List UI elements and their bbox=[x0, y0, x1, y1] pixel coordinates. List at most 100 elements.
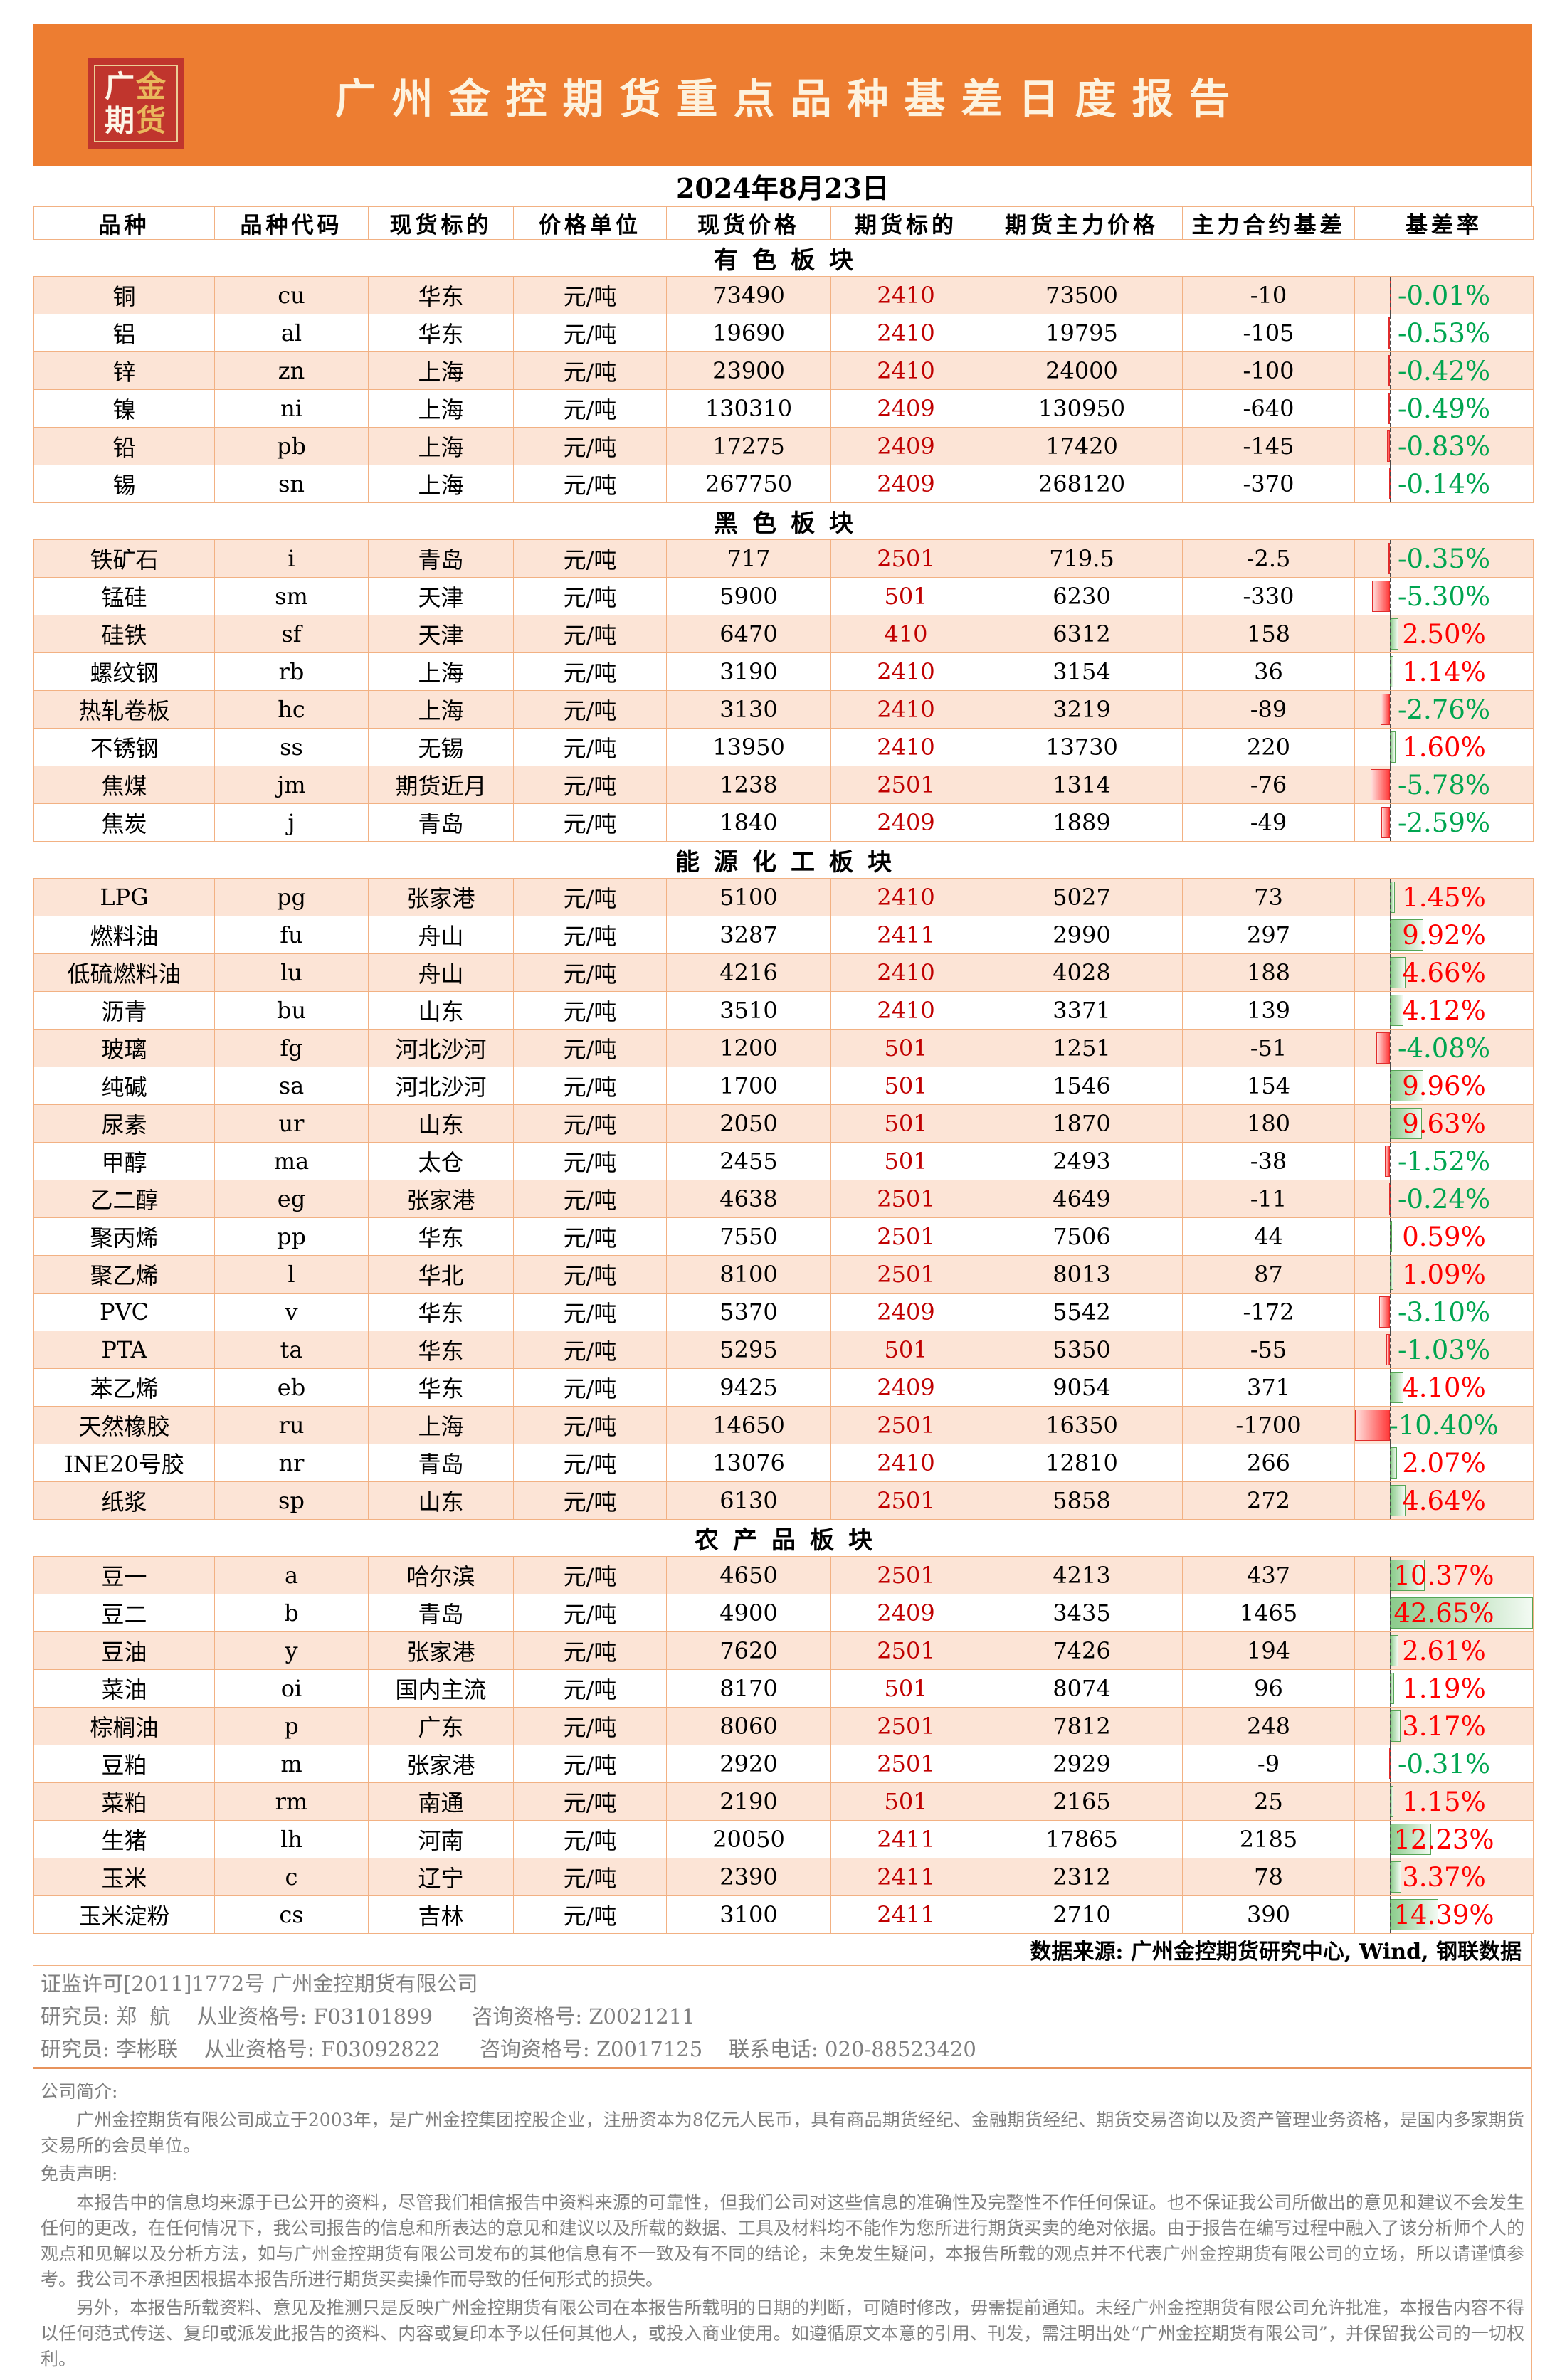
code-cell: sp bbox=[214, 1481, 369, 1520]
commodity-row-sf: 硅铁 sf 天津 元/吨 6470 410 6312 158 2.50% bbox=[33, 615, 1534, 653]
price-unit-cell: 元/吨 bbox=[513, 1669, 667, 1708]
databar-axis-line bbox=[1390, 1407, 1391, 1444]
basis-rate-value: 14.39% bbox=[1393, 1899, 1494, 1930]
basis-rate-cell: -0.53% bbox=[1354, 314, 1534, 352]
variety-cell: 纯碱 bbox=[33, 1067, 215, 1105]
spot-price-cell: 5370 bbox=[666, 1293, 831, 1331]
spot-price-cell: 2455 bbox=[666, 1142, 831, 1180]
price-unit-cell: 元/吨 bbox=[513, 539, 667, 578]
basis-cell: 158 bbox=[1182, 615, 1355, 653]
basis-rate-databar bbox=[1390, 1710, 1401, 1742]
futures-contract-cell: 501 bbox=[830, 1669, 981, 1708]
basis-rate-value: -2.59% bbox=[1397, 807, 1491, 838]
basis-rate-databar bbox=[1390, 1070, 1423, 1101]
futures-price-cell: 2929 bbox=[981, 1745, 1183, 1783]
futures-price-cell: 3435 bbox=[981, 1594, 1183, 1632]
price-unit-cell: 元/吨 bbox=[513, 1556, 667, 1594]
variety-cell: 铜 bbox=[33, 276, 215, 314]
code-cell: rb bbox=[214, 652, 369, 691]
databar-axis-line bbox=[1390, 729, 1391, 766]
spot-target-cell: 上海 bbox=[368, 1406, 514, 1444]
spot-price-cell: 7620 bbox=[666, 1631, 831, 1670]
futures-price-cell: 16350 bbox=[981, 1406, 1183, 1444]
futures-contract-cell: 2501 bbox=[830, 539, 981, 578]
price-unit-cell: 元/吨 bbox=[513, 916, 667, 954]
price-unit-cell: 元/吨 bbox=[513, 465, 667, 503]
spot-price-cell: 1700 bbox=[666, 1067, 831, 1105]
basis-rate-databar bbox=[1390, 1597, 1533, 1629]
column-header-4: 现货价格 bbox=[666, 206, 831, 240]
spot-target-cell: 青岛 bbox=[368, 539, 514, 578]
basis-rate-cell: 0.59% bbox=[1354, 1217, 1534, 1256]
basis-cell: 36 bbox=[1182, 652, 1355, 691]
spot-target-cell: 辽宁 bbox=[368, 1858, 514, 1896]
code-cell: nr bbox=[214, 1444, 369, 1482]
futures-contract-cell: 2409 bbox=[830, 1293, 981, 1331]
basis-rate-value: -0.14% bbox=[1397, 468, 1491, 499]
commodity-row-sp: 纸浆 sp 山东 元/吨 6130 2501 5858 272 4.64% bbox=[33, 1481, 1534, 1520]
basis-rate-cell: 4.12% bbox=[1354, 991, 1534, 1030]
futures-price-cell: 7812 bbox=[981, 1707, 1183, 1745]
basis-rate-databar bbox=[1390, 1861, 1401, 1893]
futures-price-cell: 7506 bbox=[981, 1217, 1183, 1256]
basis-rate-databar bbox=[1390, 1899, 1438, 1930]
spot-target-cell: 上海 bbox=[368, 465, 514, 503]
variety-cell: INE20号胶 bbox=[33, 1444, 215, 1482]
futures-contract-cell: 2410 bbox=[830, 652, 981, 691]
footer-divider-line bbox=[33, 2067, 1531, 2069]
spot-price-cell: 267750 bbox=[666, 465, 831, 503]
basis-rate-value: -1.52% bbox=[1397, 1146, 1491, 1177]
basis-rate-cell: -1.03% bbox=[1354, 1331, 1534, 1369]
basis-cell: -640 bbox=[1182, 389, 1355, 428]
price-unit-cell: 元/吨 bbox=[513, 690, 667, 729]
logo-line-2: 期货 bbox=[104, 102, 168, 138]
databar-axis-line bbox=[1390, 1180, 1391, 1217]
basis-cell: -172 bbox=[1182, 1293, 1355, 1331]
futures-price-cell: 7426 bbox=[981, 1631, 1183, 1670]
futures-price-cell: 2312 bbox=[981, 1858, 1183, 1896]
spot-price-cell: 5100 bbox=[666, 878, 831, 916]
spot-price-cell: 2390 bbox=[666, 1858, 831, 1896]
futures-contract-cell: 2410 bbox=[830, 878, 981, 916]
basis-rate-value: -0.53% bbox=[1397, 317, 1491, 349]
basis-rate-value: 10.37% bbox=[1393, 1560, 1494, 1591]
researcher-line-2: 研究员: 李彬联 从业资格号: F03092822 咨询资格号: Z001712… bbox=[41, 2037, 976, 2061]
price-unit-cell: 元/吨 bbox=[513, 389, 667, 428]
databar-axis-line bbox=[1390, 879, 1391, 916]
spot-target-cell: 上海 bbox=[368, 351, 514, 390]
price-unit-cell: 元/吨 bbox=[513, 1820, 667, 1858]
basis-rate-cell: 2.61% bbox=[1354, 1631, 1534, 1670]
code-cell: j bbox=[214, 803, 369, 842]
price-unit-cell: 元/吨 bbox=[513, 351, 667, 390]
variety-cell: 聚乙烯 bbox=[33, 1255, 215, 1294]
commodity-row-ma: 甲醇 ma 太仓 元/吨 2455 501 2493 -38 -1.52% bbox=[33, 1142, 1534, 1180]
code-cell: rm bbox=[214, 1782, 369, 1821]
section-header-nonferrous: 有色板块 bbox=[33, 239, 1534, 277]
basis-cell: -10 bbox=[1182, 276, 1355, 314]
basis-rate-value: 4.12% bbox=[1402, 995, 1486, 1026]
variety-cell: 热轧卷板 bbox=[33, 690, 215, 729]
column-header-6: 期货主力价格 bbox=[981, 206, 1183, 240]
commodity-row-ta: PTA ta 华东 元/吨 5295 501 5350 -55 -1.03% bbox=[33, 1331, 1534, 1369]
databar-axis-line bbox=[1390, 1067, 1391, 1104]
price-unit-cell: 元/吨 bbox=[513, 1142, 667, 1180]
code-cell: y bbox=[214, 1631, 369, 1670]
basis-cell: 25 bbox=[1182, 1782, 1355, 1821]
basis-cell: -55 bbox=[1182, 1331, 1355, 1369]
variety-cell: 尿素 bbox=[33, 1104, 215, 1143]
code-cell: pb bbox=[214, 427, 369, 465]
databar-axis-line bbox=[1390, 1482, 1391, 1519]
variety-cell: 焦煤 bbox=[33, 766, 215, 804]
price-unit-cell: 元/吨 bbox=[513, 1631, 667, 1670]
variety-cell: 豆一 bbox=[33, 1556, 215, 1594]
basis-rate-databar bbox=[1388, 393, 1390, 424]
commodity-row-oi: 菜油 oi 国内主流 元/吨 8170 501 8074 96 1.19% bbox=[33, 1669, 1534, 1708]
code-cell: sn bbox=[214, 465, 369, 503]
futures-price-cell: 5858 bbox=[981, 1481, 1183, 1520]
futures-price-cell: 3219 bbox=[981, 690, 1183, 729]
code-cell: lh bbox=[214, 1820, 369, 1858]
column-header-7: 主力合约基差 bbox=[1182, 206, 1355, 240]
column-header-8: 基差率 bbox=[1354, 206, 1534, 240]
spot-price-cell: 2190 bbox=[666, 1782, 831, 1821]
databar-axis-line bbox=[1390, 1896, 1391, 1933]
